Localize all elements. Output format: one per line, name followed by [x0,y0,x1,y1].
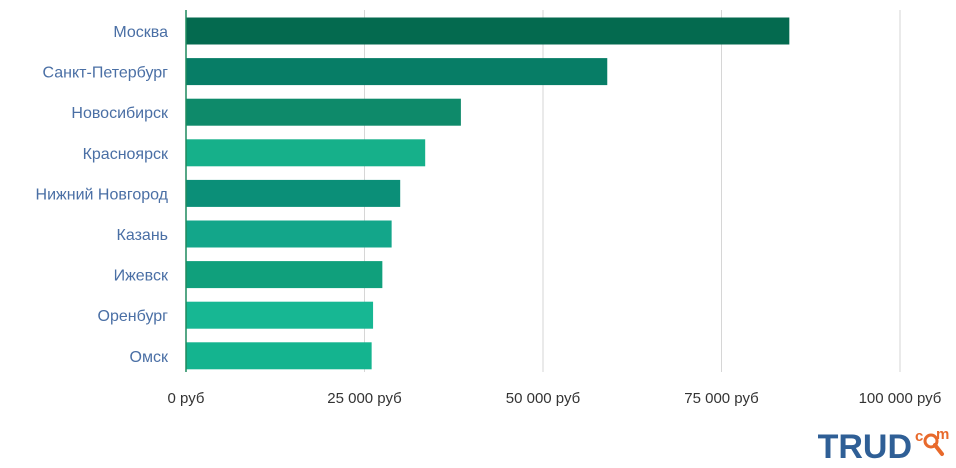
category-label: Москва [113,24,168,41]
bar [186,342,372,370]
x-tick-label: 25 000 руб [327,390,401,407]
category-label: Казань [117,227,168,244]
bar [186,98,461,126]
logo-com-mark: c m [912,426,950,464]
category-label: Нижний Новгород [36,186,169,203]
magnifier-icon [923,433,944,456]
category-label: Санкт-Петербург [43,65,169,82]
category-labels: Москва Санкт-Петербург Новосибирск Краснояр… [36,24,169,366]
chart-bars [186,17,790,370]
logo-sup-m: m [936,426,950,443]
category-label: Красноярск [83,146,169,163]
bar [186,301,374,329]
category-label: Ижевск [114,268,169,285]
category-label: Оренбург [98,308,169,325]
x-tick-label: 50 000 руб [506,390,580,407]
bar [186,261,383,289]
category-label: Новосибирск [71,105,169,122]
x-tick-label: 100 000 руб [859,390,942,407]
trud-logo: TRUD c m [817,426,950,466]
x-tick-label: 0 руб [168,390,205,407]
bar [186,58,608,86]
bar [186,179,401,207]
x-axis-tick-labels: 0 руб 25 000 руб 50 000 руб 75 000 руб 100 0… [168,390,942,407]
logo-text: TRUD [817,428,912,466]
bar [186,220,392,248]
bar [186,17,790,45]
x-tick-label: 75 000 руб [684,390,758,407]
category-label: Омск [130,349,169,366]
bar [186,139,426,167]
logo-sup-c: c [915,428,924,445]
